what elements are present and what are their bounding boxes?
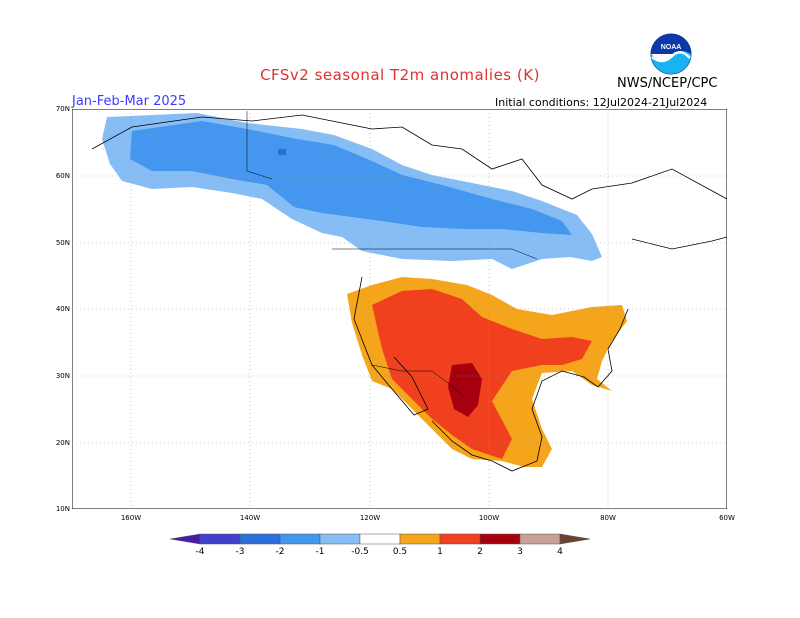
- colorbar-bin: [439, 533, 481, 545]
- lat-label-30n: 30N: [55, 372, 70, 380]
- colorbar-bin: [479, 533, 521, 545]
- lon-label-120w: 120W: [359, 514, 381, 522]
- colorbar-label: 4: [557, 547, 563, 557]
- colorbar-bin: [359, 533, 401, 545]
- map-title: CFSv2 seasonal T2m anomalies (K): [260, 66, 540, 84]
- colorbar-bin: [519, 533, 561, 545]
- lon-label-100w: 100W: [478, 514, 500, 522]
- colorbar-label: 1: [437, 547, 443, 557]
- warm-anomaly-core: [372, 289, 592, 459]
- colorbar-label: -4: [195, 547, 205, 557]
- colorbar-bin: [170, 533, 201, 545]
- colorbar-bin: [399, 533, 441, 545]
- lon-label-80w: 80W: [600, 514, 616, 522]
- colorbar-bin: [559, 533, 591, 545]
- colorbar-bin: [319, 533, 361, 545]
- coastline-outline: [91, 114, 727, 472]
- lon-label-160w: 160W: [120, 514, 142, 522]
- colorbar-label: -3: [235, 547, 245, 557]
- colorbar-label: -0.5: [351, 547, 369, 557]
- temperature-anomaly-map: [72, 109, 727, 509]
- colorbar-bin: [199, 533, 241, 545]
- lon-label-140w: 140W: [239, 514, 261, 522]
- colorbar-bin: [239, 533, 281, 545]
- lon-gridlines: [130, 109, 609, 509]
- lat-label-70n: 70N: [55, 105, 70, 113]
- lat-label-10n: 10N: [55, 505, 70, 513]
- colorbar-label: 2: [477, 547, 483, 557]
- cold-anomaly-core: [130, 121, 572, 235]
- colorbar-label: 0.5: [392, 547, 408, 557]
- lat-label-60n: 60N: [55, 172, 70, 180]
- lat-label-40n: 40N: [55, 305, 70, 313]
- lat-label-20n: 20N: [55, 439, 70, 447]
- colorbar-label: -2: [275, 547, 285, 557]
- colorbar: [170, 533, 591, 545]
- noaa-logo-icon: NOAA: [650, 33, 692, 75]
- colorbar-label: 3: [517, 547, 523, 557]
- cold-anomaly-spot: [278, 149, 286, 155]
- initial-conditions: Initial conditions: 12Jul2024-21Jul2024: [495, 96, 708, 109]
- strong-warm-anomaly: [448, 363, 482, 417]
- logo-text: NOAA: [661, 44, 682, 51]
- agency-label: NWS/NCEP/CPC: [617, 76, 718, 91]
- colorbar-label: -1: [315, 547, 325, 557]
- forecast-period: Jan-Feb-Mar 2025: [72, 94, 187, 109]
- colorbar-bin: [279, 533, 321, 545]
- lon-label-60w: 60W: [719, 514, 735, 522]
- lat-label-50n: 50N: [55, 239, 70, 247]
- border-lines: [246, 111, 538, 398]
